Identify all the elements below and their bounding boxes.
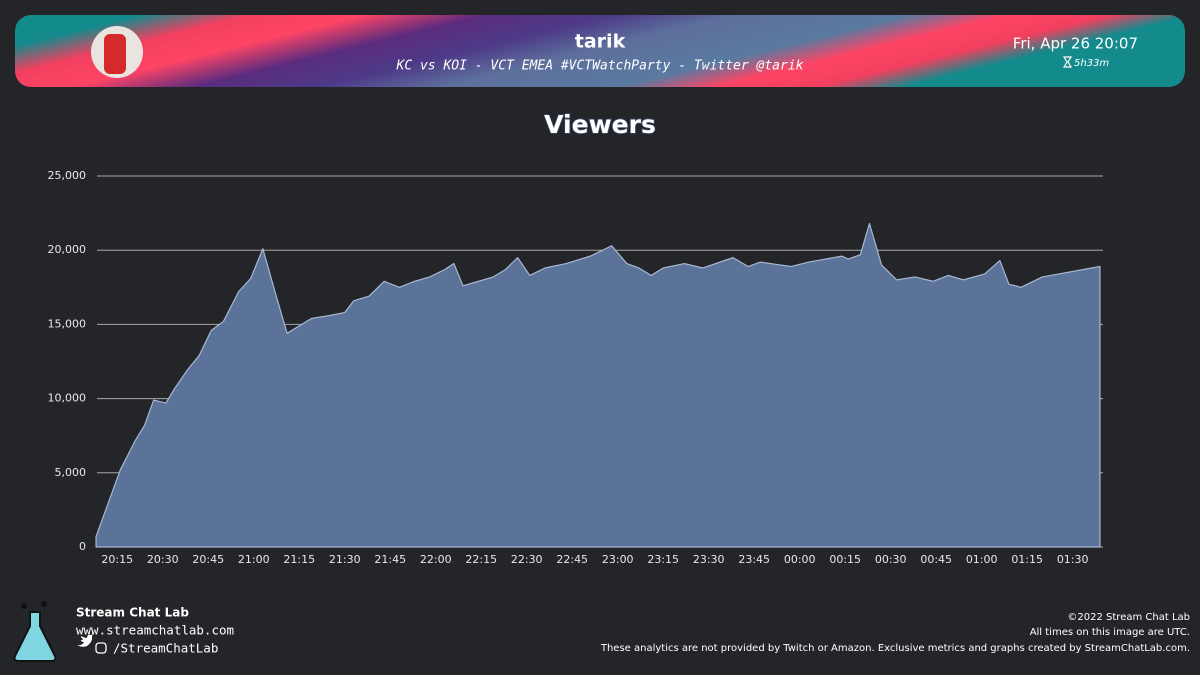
x-tick-label: 22:30 — [511, 553, 543, 566]
stream-date: Fri, Apr 26 20:07 — [1013, 35, 1138, 53]
x-tick-label: 20:30 — [147, 553, 179, 566]
logo-dot — [41, 601, 47, 607]
brand-social: /StreamChatLab — [113, 641, 218, 656]
copyright: ©2022 Stream Chat Lab — [1067, 612, 1190, 623]
x-tick-label: 21:15 — [283, 553, 315, 566]
y-tick-label: 25,000 — [48, 169, 87, 182]
logo — [13, 601, 57, 662]
streamer-name: tarik — [575, 31, 626, 53]
disclaimer: These analytics are not provided by Twit… — [600, 643, 1190, 654]
x-tick-label: 00:45 — [920, 553, 952, 566]
x-tick-label: 22:15 — [465, 553, 497, 566]
timezone-note: All times on this image are UTC. — [1030, 627, 1190, 638]
x-tick-label: 20:45 — [192, 553, 224, 566]
stream-duration: 5h33m — [1074, 58, 1109, 69]
instagram-icon — [95, 642, 107, 654]
y-tick-label: 10,000 — [48, 392, 87, 405]
x-tick-label: 00:30 — [875, 553, 907, 566]
plot: 0 5,000 10,000 15,000 20,000 25,000 20:15 20:30… — [48, 169, 1103, 566]
hourglass-icon — [1062, 56, 1073, 68]
logo-dot — [21, 603, 27, 609]
x-tick-label: 01:00 — [966, 553, 998, 566]
y-tick-label: 5,000 — [55, 466, 87, 479]
avatar-figure — [104, 34, 126, 74]
logo-flask — [13, 611, 57, 662]
y-tick-label: 15,000 — [48, 317, 87, 330]
y-tick-label: 20,000 — [48, 243, 87, 256]
x-tick-label: 01:30 — [1057, 553, 1089, 566]
x-tick-label: 23:15 — [647, 553, 679, 566]
x-tick-label: 23:30 — [693, 553, 725, 566]
x-tick-label: 00:15 — [829, 553, 861, 566]
viewers-area — [95, 222, 1101, 548]
twitter-icon — [77, 634, 93, 647]
stream-title: KC vs KOI - VCT EMEA #VCTWatchParty - Tw… — [396, 59, 804, 74]
x-tick-label: 00:00 — [784, 553, 816, 566]
x-tick-label: 01:15 — [1011, 553, 1043, 566]
brand-url: www.streamchatlab.com — [76, 623, 234, 638]
x-tick-label: 21:00 — [238, 553, 270, 566]
x-tick-label: 23:45 — [738, 553, 770, 566]
chart-title: Viewers — [544, 110, 656, 139]
header-banner — [15, 15, 1185, 87]
brand-name: Stream Chat Lab — [76, 606, 189, 620]
x-tick-label: 22:45 — [556, 553, 588, 566]
y-tick-label: 0 — [79, 540, 86, 553]
x-tick-label: 21:45 — [374, 553, 406, 566]
x-tick-label: 23:00 — [602, 553, 634, 566]
x-tick-label: 21:30 — [329, 553, 361, 566]
x-tick-label: 22:00 — [420, 553, 452, 566]
x-tick-label: 20:15 — [101, 553, 133, 566]
